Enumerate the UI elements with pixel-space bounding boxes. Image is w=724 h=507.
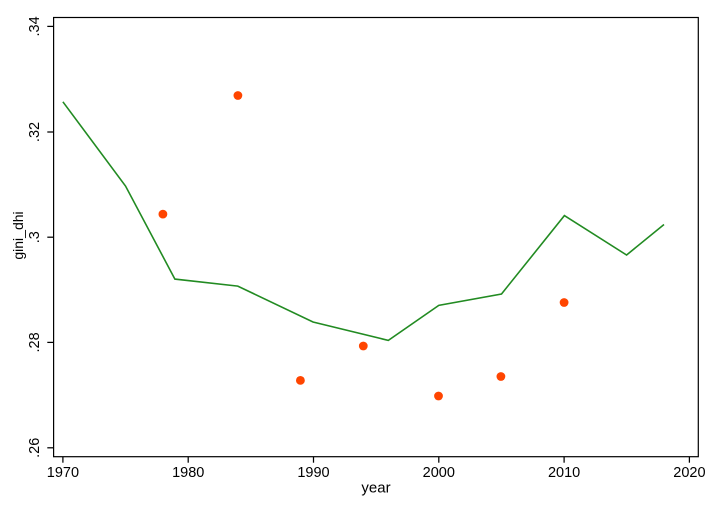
svg-text:2010: 2010 xyxy=(548,465,580,481)
svg-text:.3: .3 xyxy=(27,231,43,243)
svg-text:.28: .28 xyxy=(27,332,43,352)
svg-text:2000: 2000 xyxy=(423,465,455,481)
svg-text:year: year xyxy=(361,480,390,497)
svg-text:1990: 1990 xyxy=(297,465,329,481)
svg-text:.32: .32 xyxy=(27,122,43,142)
svg-text:2020: 2020 xyxy=(673,465,705,481)
svg-text:1970: 1970 xyxy=(47,465,79,481)
svg-text:gini_dhi: gini_dhi xyxy=(10,211,26,259)
svg-text:.26: .26 xyxy=(27,438,43,458)
svg-text:1980: 1980 xyxy=(172,465,204,481)
svg-text:.34: .34 xyxy=(27,16,43,36)
